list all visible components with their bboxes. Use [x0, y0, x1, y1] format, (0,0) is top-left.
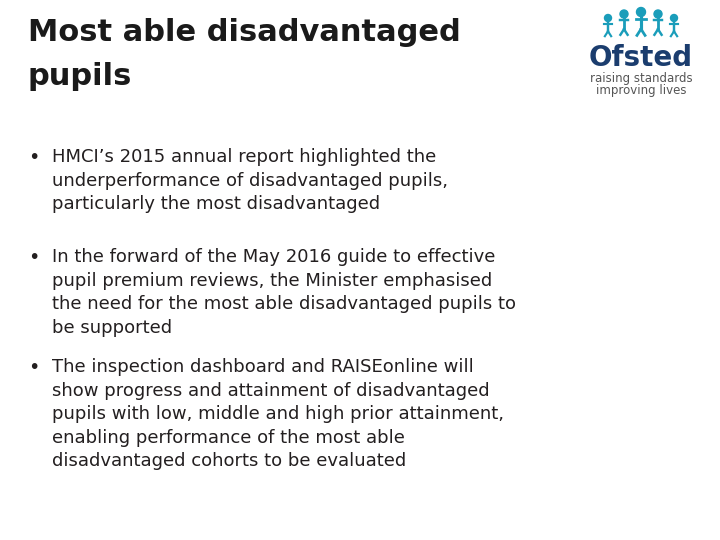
Text: raising standards: raising standards	[590, 72, 693, 85]
Text: pupils: pupils	[28, 62, 132, 91]
Text: The inspection dashboard and RAISEonline will
show progress and attainment of di: The inspection dashboard and RAISEonline…	[52, 358, 504, 470]
Circle shape	[636, 8, 646, 17]
Text: HMCI’s 2015 annual report highlighted the
underperformance of disadvantaged pupi: HMCI’s 2015 annual report highlighted th…	[52, 148, 448, 213]
Text: In the forward of the May 2016 guide to effective
pupil premium reviews, the Min: In the forward of the May 2016 guide to …	[52, 248, 516, 337]
Circle shape	[620, 10, 628, 18]
Text: improving lives: improving lives	[595, 84, 686, 97]
Text: •: •	[28, 248, 40, 267]
Circle shape	[654, 10, 662, 18]
Text: Most able disadvantaged: Most able disadvantaged	[28, 18, 461, 47]
Text: Ofsted: Ofsted	[589, 44, 693, 72]
Text: •: •	[28, 358, 40, 377]
Circle shape	[670, 15, 678, 22]
Text: •: •	[28, 148, 40, 167]
Circle shape	[605, 15, 611, 22]
